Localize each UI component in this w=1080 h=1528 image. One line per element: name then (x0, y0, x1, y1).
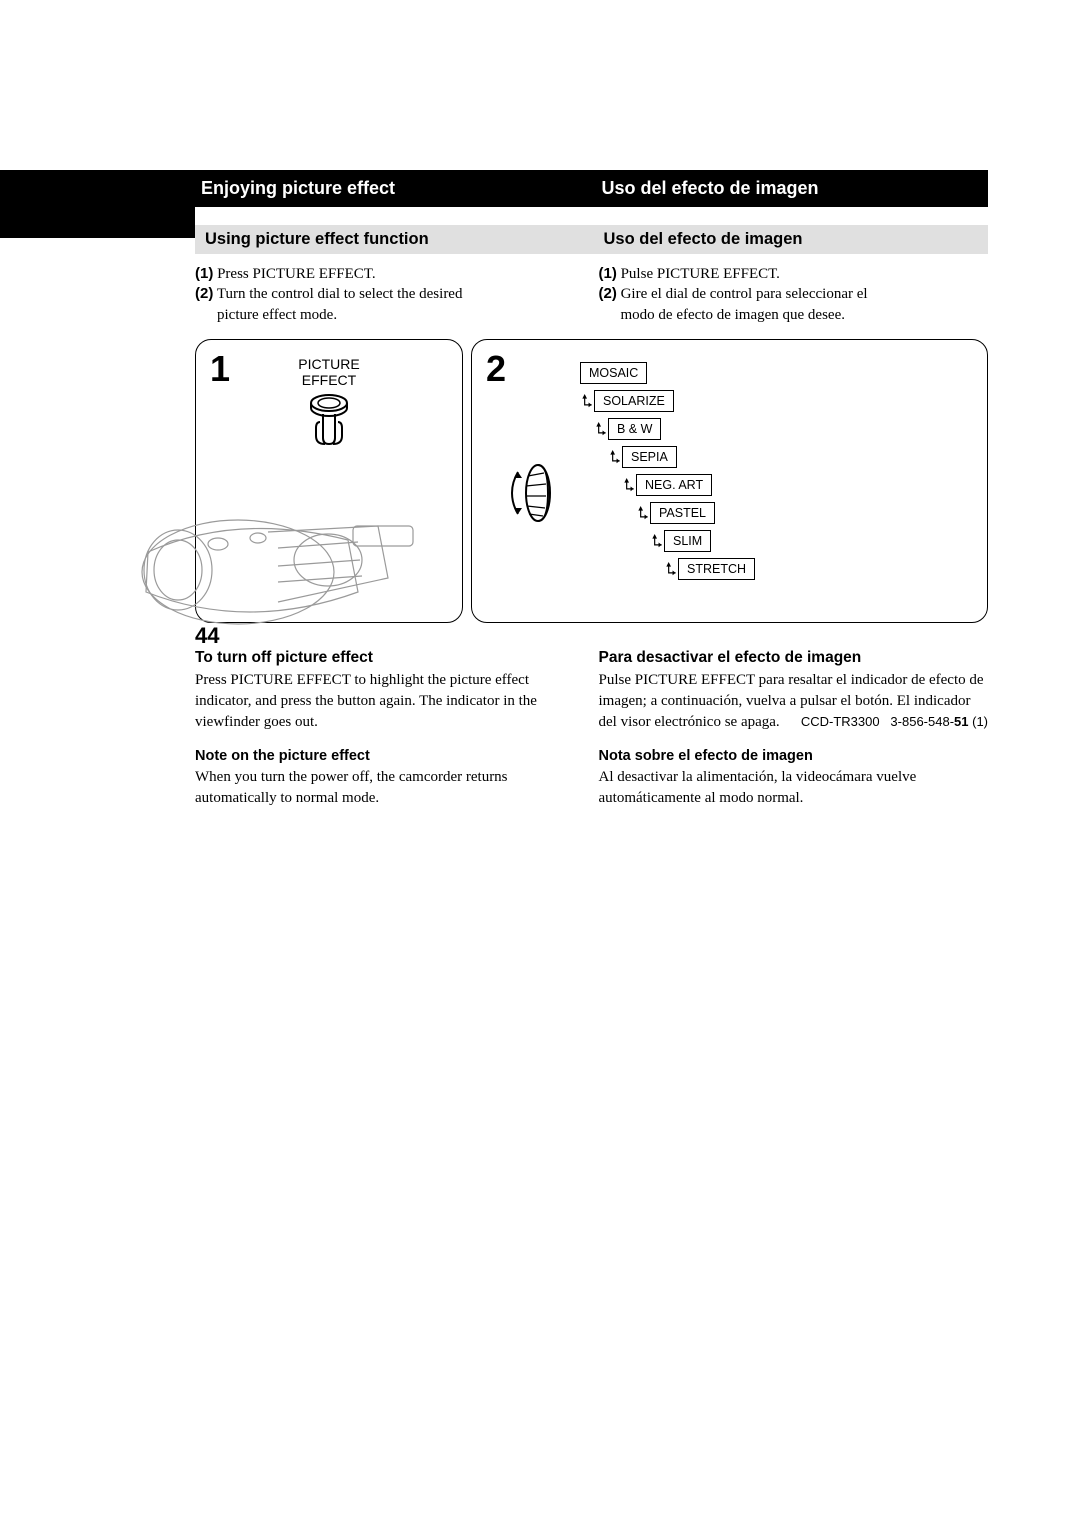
cascade-arrow-icon (580, 394, 594, 408)
diagram-1: 1 PICTURE EFFECT (195, 339, 463, 623)
effect-box: PASTEL (650, 502, 715, 524)
step2-num-es: (2) (599, 285, 617, 302)
diagram-1-number: 1 (210, 348, 230, 390)
picture-effect-label: PICTURE EFFECT (298, 356, 359, 388)
step2-num-en: (2) (195, 285, 213, 302)
control-dial-icon (508, 458, 564, 533)
cascade-arrow-icon (664, 562, 678, 576)
cascade-arrow-icon (636, 506, 650, 520)
bottom-english: To turn off picture effect Press PICTURE… (195, 647, 585, 809)
camcorder-illustration (128, 482, 448, 642)
step1-text-es: Pulse PICTURE EFFECT. (621, 266, 780, 282)
effect-box: SEPIA (622, 446, 677, 468)
steps-row: (1) Press PICTURE EFFECT. (2) Turn the c… (195, 264, 988, 325)
cascade-arrow-icon (650, 534, 664, 548)
diagrams-row: 1 PICTURE EFFECT (195, 339, 988, 623)
picture-label-line1: PICTURE (298, 356, 359, 372)
effect-box: NEG. ART (636, 474, 712, 496)
main-header-row: Enjoying picture effect Uso del efecto d… (195, 170, 988, 207)
picture-label-line2: EFFECT (302, 372, 356, 388)
turnoff-text-en: Press PICTURE EFFECT to highlight the pi… (195, 670, 585, 732)
step1-text-en: Press PICTURE EFFECT. (217, 266, 376, 282)
footer-partno-bold: 51 (954, 714, 968, 729)
effect-box: B & W (608, 418, 661, 440)
steps-english: (1) Press PICTURE EFFECT. (2) Turn the c… (195, 264, 585, 325)
footer-model: CCD-TR3300 (801, 714, 880, 729)
sub-header-row: Using picture effect function Uso del ef… (195, 225, 988, 254)
subheader-right: Uso del efecto de imagen (590, 225, 989, 254)
note-text-en: When you turn the power off, the camcord… (195, 767, 585, 808)
turnoff-heading-es: Para desactivar el efecto de imagen (599, 647, 989, 668)
step2-cont-en: picture effect mode. (195, 305, 585, 325)
turnoff-heading-en: To turn off picture effect (195, 647, 585, 668)
step1-num-en: (1) (195, 265, 213, 282)
footer-partno-prefix: 3-856-548- (890, 714, 954, 729)
note-heading-en: Note on the picture effect (195, 746, 585, 766)
press-button-icon (306, 394, 352, 455)
effect-box: SLIM (664, 530, 711, 552)
note-text-es: Al desactivar la alimentación, la videoc… (599, 767, 989, 808)
steps-spanish: (1) Pulse PICTURE EFFECT. (2) Gire el di… (585, 264, 989, 325)
step2-text-en: Turn the control dial to select the desi… (217, 286, 463, 302)
header-right: Uso del efecto de imagen (588, 170, 989, 207)
step2-cont-es: modo de efecto de imagen que desee. (599, 305, 989, 325)
cascade-arrow-icon (608, 450, 622, 464)
note-heading-es: Nota sobre el efecto de imagen (599, 746, 989, 766)
effect-box: SOLARIZE (594, 390, 674, 412)
step2-text-es: Gire el dial de control para seleccionar… (621, 286, 868, 302)
footer-partno-suffix: (1) (969, 714, 989, 729)
step1-num-es: (1) (599, 265, 617, 282)
diagram-2: 2 MOSAIC SOLARIZE B & W SEPIA NEG. ART PASTEL… (471, 339, 988, 623)
left-black-band (0, 170, 195, 238)
effect-box: STRETCH (678, 558, 755, 580)
page-number: 44 (195, 623, 219, 649)
cascade-arrow-icon (622, 478, 636, 492)
diagram-2-number: 2 (486, 348, 506, 390)
header-left: Enjoying picture effect (195, 170, 588, 207)
cascade-arrow-icon (594, 422, 608, 436)
subheader-left: Using picture effect function (195, 225, 590, 254)
effect-box: MOSAIC (580, 362, 647, 384)
footer: CCD-TR3300 3-856-548-51 (1) (801, 714, 988, 729)
